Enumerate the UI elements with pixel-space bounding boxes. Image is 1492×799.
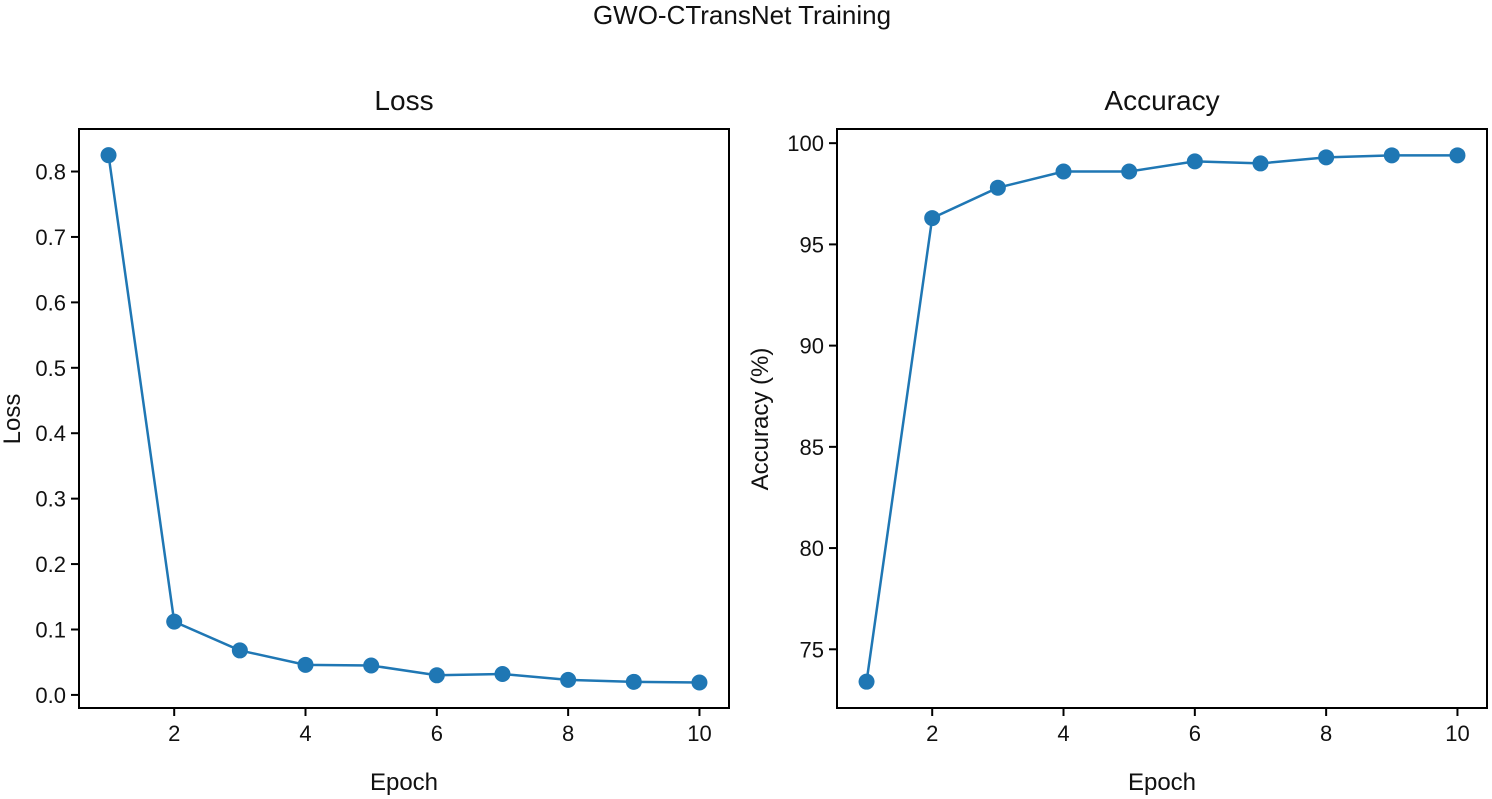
loss-x-tick-label: 8 [562, 721, 574, 746]
accuracy-marks [858, 147, 1466, 690]
loss-x-tick-label: 2 [168, 721, 180, 746]
accuracy-data-point [1252, 155, 1269, 172]
accuracy-data-point [1383, 147, 1400, 164]
accuracy-x-axis-label: Epoch [1128, 769, 1196, 796]
accuracy-plot-frame [836, 128, 1488, 709]
accuracy-series-line [865, 154, 1458, 682]
loss-y-tick-label: 0.2 [35, 552, 66, 577]
loss-x-axis-label: Epoch [370, 769, 438, 796]
accuracy-x-tick-label: 4 [1057, 721, 1069, 746]
loss-marks [100, 147, 708, 691]
accuracy-y-tick-label: 80 [800, 536, 824, 561]
loss-chart-title: Loss [374, 85, 433, 116]
loss-data-point [428, 667, 445, 684]
loss-data-point [691, 674, 708, 691]
accuracy-x-tick-label: 2 [926, 721, 938, 746]
accuracy-y-tick-label: 95 [800, 232, 824, 257]
accuracy-chart-title: Accuracy [1104, 85, 1219, 116]
loss-y-tick-label: 0.1 [35, 617, 66, 642]
figure-title: GWO-CTransNet Training [593, 0, 891, 30]
loss-ticks: 2 4 6 8 10 0.0 0.1 0.2 0.3 0.4 0.5 0.6 0.7 0.8 [35, 160, 711, 746]
accuracy-data-point [858, 673, 875, 690]
accuracy-chart: Accuracy Epoch Accuracy (%) 2 4 6 8 10 75 80 85… [747, 85, 1488, 796]
loss-y-axis-label: Loss [0, 394, 26, 445]
accuracy-x-tick-label: 8 [1320, 721, 1332, 746]
loss-data-point [297, 656, 314, 673]
loss-data-point [363, 657, 380, 674]
accuracy-data-point [1055, 163, 1072, 180]
loss-series-line [107, 154, 700, 684]
loss-data-point [231, 642, 248, 659]
loss-plot-frame [78, 128, 730, 709]
loss-x-tick-label: 4 [299, 721, 311, 746]
loss-data-point [494, 665, 511, 682]
accuracy-y-tick-label: 90 [800, 334, 824, 359]
accuracy-data-point [1318, 149, 1335, 166]
loss-y-tick-label: 0.4 [35, 421, 66, 446]
loss-y-tick-label: 0.7 [35, 225, 66, 250]
accuracy-data-point [1121, 163, 1138, 180]
loss-data-point [625, 673, 642, 690]
accuracy-y-tick-label: 75 [800, 637, 824, 662]
loss-y-tick-label: 0.6 [35, 290, 66, 315]
accuracy-y-axis-label: Accuracy (%) [747, 348, 774, 491]
accuracy-x-tick-label: 6 [1189, 721, 1201, 746]
accuracy-y-tick-label: 100 [787, 131, 824, 156]
loss-y-tick-label: 0.5 [35, 356, 66, 381]
accuracy-data-point [924, 210, 941, 227]
loss-data-point [166, 613, 183, 630]
loss-chart: Loss Epoch Loss 2 4 6 8 10 0.0 0.1 0.2 0.3 0.4 0.5… [0, 85, 730, 796]
accuracy-data-point [1186, 153, 1203, 170]
loss-x-tick-label: 6 [431, 721, 443, 746]
accuracy-x-tick-label: 10 [1445, 721, 1469, 746]
accuracy-ticks: 2 4 6 8 10 75 80 85 90 95 100 [787, 131, 1469, 746]
loss-data-point [100, 147, 117, 164]
loss-y-tick-label: 0.3 [35, 487, 66, 512]
loss-y-tick-label: 0.8 [35, 160, 66, 185]
accuracy-data-point [989, 179, 1006, 196]
accuracy-data-point [1449, 147, 1466, 164]
loss-x-tick-label: 10 [687, 721, 711, 746]
loss-data-point [560, 671, 577, 688]
loss-y-tick-label: 0.0 [35, 683, 66, 708]
accuracy-y-tick-label: 85 [800, 435, 824, 460]
